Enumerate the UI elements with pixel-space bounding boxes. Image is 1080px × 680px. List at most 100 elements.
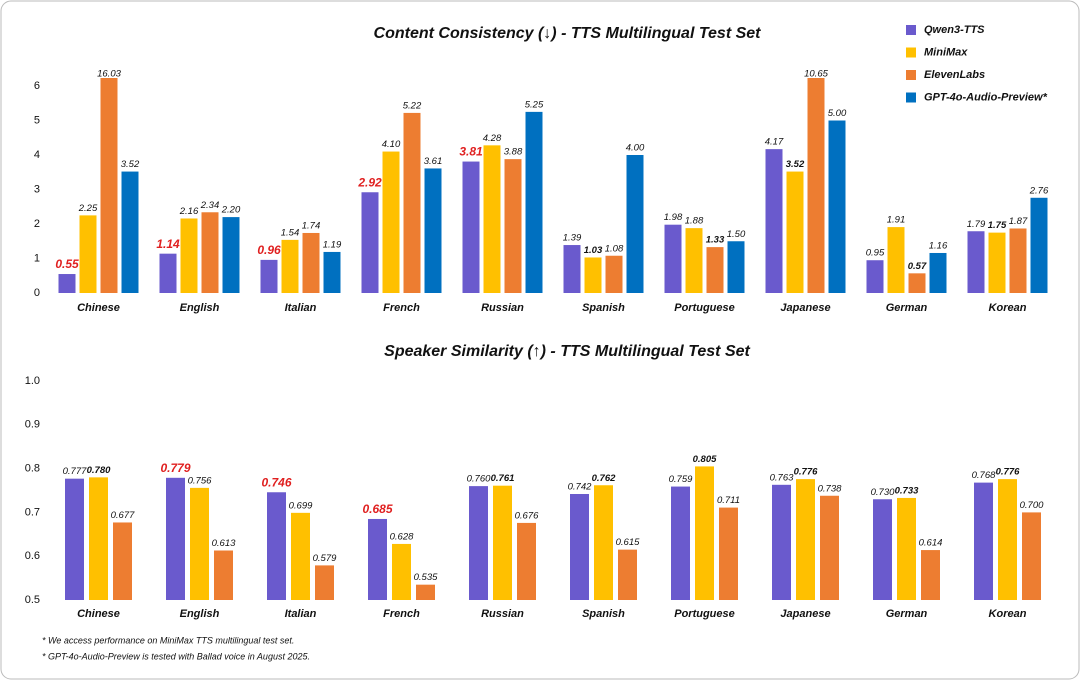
x-tick-label: French bbox=[383, 608, 420, 620]
footnote: * GPT-4o-Audio-Preview is tested with Ba… bbox=[42, 651, 310, 661]
bar bbox=[820, 495, 839, 600]
bar bbox=[626, 155, 644, 293]
bar bbox=[201, 212, 219, 293]
value-label: 16.03 bbox=[97, 69, 121, 80]
bar bbox=[807, 78, 825, 293]
value-label: 1.98 bbox=[664, 212, 683, 223]
value-label: 5.00 bbox=[828, 108, 847, 119]
legend-label: GPT-4o-Audio-Preview* bbox=[924, 91, 1048, 103]
value-label: 0.733 bbox=[895, 485, 919, 496]
legend-label: Qwen3-TTS bbox=[924, 24, 985, 36]
y-tick-label: 0.5 bbox=[25, 594, 40, 606]
x-tick-label: Japanese bbox=[780, 608, 830, 620]
value-label: 0.55 bbox=[55, 257, 79, 271]
bar bbox=[671, 486, 690, 600]
bar bbox=[291, 512, 310, 600]
value-label: 0.579 bbox=[313, 553, 337, 564]
x-tick-label: Korean bbox=[989, 302, 1027, 314]
bar bbox=[517, 522, 536, 600]
bars bbox=[58, 78, 1048, 293]
y-tick-label: 1 bbox=[34, 252, 40, 264]
value-label: 2.76 bbox=[1029, 185, 1049, 196]
bar bbox=[462, 161, 480, 293]
bar bbox=[260, 259, 278, 293]
value-label: 0.535 bbox=[414, 572, 438, 583]
value-label: 2.34 bbox=[200, 200, 220, 211]
value-label: 0.96 bbox=[257, 243, 281, 257]
y-tick-label: 0 bbox=[34, 287, 40, 299]
value-label: 3.88 bbox=[504, 147, 523, 158]
bar bbox=[214, 550, 233, 600]
x-tick-label: Italian bbox=[285, 302, 317, 314]
value-label: 4.00 bbox=[626, 143, 645, 154]
value-label: 1.39 bbox=[563, 233, 582, 244]
value-label: 1.75 bbox=[988, 220, 1007, 231]
value-label: 2.20 bbox=[221, 205, 241, 216]
bar bbox=[695, 466, 714, 600]
x-tick-label: Chinese bbox=[77, 302, 120, 314]
bar bbox=[315, 565, 334, 600]
legend-swatch bbox=[906, 25, 916, 35]
bar bbox=[828, 120, 846, 293]
value-label: 3.52 bbox=[786, 159, 805, 170]
bar bbox=[79, 215, 97, 293]
value-label: 1.16 bbox=[929, 240, 948, 251]
value-label: 0.776 bbox=[996, 467, 1020, 478]
bar bbox=[866, 260, 884, 293]
bar bbox=[664, 224, 682, 293]
value-label: 4.28 bbox=[483, 133, 502, 144]
value-label: 1.14 bbox=[156, 237, 180, 251]
value-label: 0.676 bbox=[515, 510, 539, 521]
value-label: 0.628 bbox=[390, 531, 414, 542]
bar bbox=[1022, 512, 1041, 600]
bar bbox=[765, 149, 783, 293]
value-label: 0.730 bbox=[871, 487, 895, 498]
value-label: 0.776 bbox=[794, 467, 818, 478]
x-tick-label: Korean bbox=[989, 608, 1027, 620]
legend-label: MiniMax bbox=[924, 46, 968, 58]
x-tick-label: Portuguese bbox=[674, 302, 735, 314]
value-label: 1.19 bbox=[323, 239, 342, 250]
bar bbox=[685, 228, 703, 293]
bar bbox=[121, 171, 139, 293]
value-label: 0.805 bbox=[693, 454, 717, 465]
value-label: 1.54 bbox=[281, 227, 300, 238]
bar bbox=[618, 549, 637, 600]
bar bbox=[974, 482, 993, 600]
value-label: 1.79 bbox=[967, 219, 986, 230]
bar bbox=[967, 231, 985, 293]
bar bbox=[281, 239, 299, 293]
bar bbox=[302, 232, 320, 293]
value-label: 1.74 bbox=[302, 220, 321, 231]
value-label: 5.22 bbox=[403, 100, 422, 111]
x-tick-label: Spanish bbox=[582, 302, 625, 314]
bar bbox=[998, 479, 1017, 600]
value-label: 0.615 bbox=[616, 537, 640, 548]
value-label: 0.677 bbox=[111, 510, 135, 521]
bars bbox=[65, 466, 1041, 600]
value-label: 0.763 bbox=[770, 472, 794, 483]
y-tick-label: 3 bbox=[34, 183, 40, 195]
bar bbox=[772, 484, 791, 600]
value-label: 0.762 bbox=[592, 473, 616, 484]
value-label: 2.92 bbox=[357, 175, 382, 189]
bar bbox=[796, 479, 815, 600]
bar bbox=[525, 111, 543, 293]
y-tick-label: 5 bbox=[34, 114, 40, 126]
value-label: 1.87 bbox=[1009, 216, 1028, 227]
x-tick-label: German bbox=[886, 608, 928, 620]
value-label: 0.57 bbox=[908, 261, 927, 272]
value-label: 1.88 bbox=[685, 216, 704, 227]
bar bbox=[190, 487, 209, 600]
value-label: 0.746 bbox=[261, 475, 291, 489]
bar bbox=[323, 251, 341, 293]
chart-title: Content Consistency (↓) - TTS Multilingu… bbox=[374, 25, 762, 42]
x-tick-label: German bbox=[886, 302, 928, 314]
bar bbox=[361, 192, 379, 293]
value-label: 0.699 bbox=[289, 500, 313, 511]
value-label: 0.685 bbox=[362, 502, 392, 516]
bar bbox=[594, 485, 613, 600]
legend-label: ElevenLabs bbox=[924, 69, 985, 81]
bar bbox=[504, 159, 522, 293]
